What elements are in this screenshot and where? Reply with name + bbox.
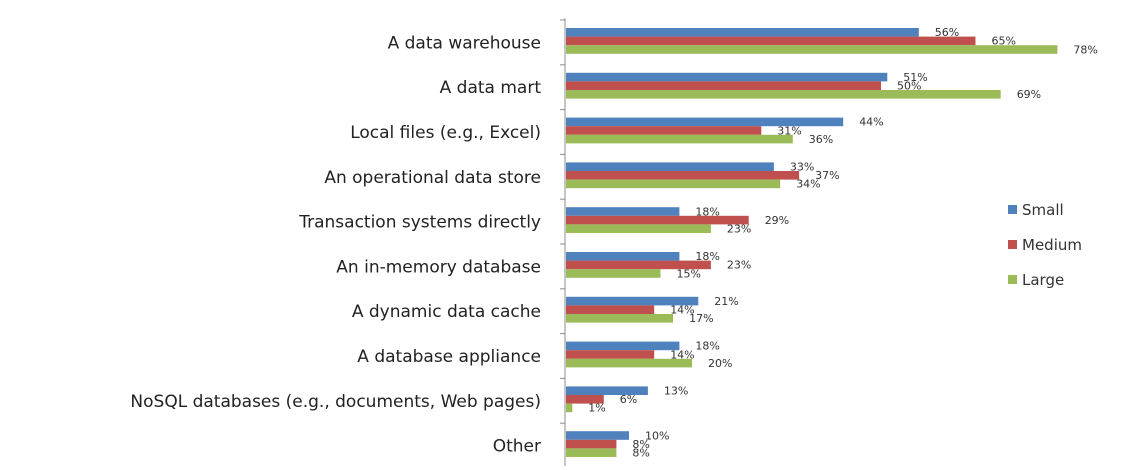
data-label-small: 10% [645, 429, 669, 442]
bar-medium [566, 260, 711, 270]
data-label-large: 23% [727, 223, 751, 236]
data-label-small: 51% [903, 71, 927, 84]
data-label-small: 18% [695, 250, 719, 263]
category-label: A data mart [440, 78, 542, 98]
bar-medium [566, 126, 762, 135]
data-label-large: 78% [1073, 43, 1097, 56]
data-label-large: 36% [809, 133, 833, 146]
bar-large [566, 224, 711, 233]
data-label-large: 15% [677, 267, 701, 280]
data-label-medium: 14% [670, 304, 694, 317]
data-label-small: 13% [664, 385, 688, 398]
data-label-medium: 29% [765, 214, 789, 227]
bar-large [566, 358, 692, 368]
category-label: Transaction systems directly [298, 213, 541, 233]
data-label-large: 34% [796, 178, 820, 191]
bar-large [566, 403, 573, 413]
bar-small [566, 431, 629, 440]
data-label-large: 20% [708, 357, 732, 370]
legend-label-small: Small [1022, 201, 1064, 219]
bar-large [566, 448, 617, 457]
data-label-small: 18% [695, 205, 719, 218]
bar-large [566, 134, 793, 144]
data-label-small: 44% [859, 116, 883, 129]
bar-medium [566, 36, 976, 46]
legend-swatch-medium [1008, 240, 1017, 249]
bar-large [566, 90, 1001, 99]
legend-swatch-large [1008, 275, 1017, 284]
bar-large [566, 179, 781, 189]
bar-small [566, 252, 680, 261]
data-label-medium: 8% [632, 438, 649, 451]
bar-small [566, 72, 888, 82]
bar-small [566, 296, 699, 306]
data-label-medium: 50% [897, 80, 921, 93]
bar-small [566, 28, 919, 37]
bar-medium [566, 439, 617, 449]
data-label-large: 69% [1017, 88, 1041, 101]
data-label-medium: 65% [992, 35, 1016, 48]
data-label-large: 17% [689, 312, 713, 325]
data-label-large: 8% [632, 447, 649, 460]
bar-small [566, 207, 680, 216]
bar-small [566, 386, 648, 395]
category-label: A database appliance [357, 347, 541, 367]
legend-label-large: Large [1022, 271, 1064, 289]
bar-medium [566, 350, 655, 359]
category-label: A data warehouse [388, 33, 541, 53]
bar-small [566, 341, 680, 351]
category-label: Local files (e.g., Excel) [350, 123, 541, 143]
bar-small [566, 162, 774, 171]
bar-small [566, 117, 844, 127]
legend-swatch-small [1008, 205, 1017, 214]
bar-large [566, 269, 661, 278]
category-label: NoSQL databases (e.g., documents, Web pa… [130, 392, 541, 412]
data-label-small: 56% [935, 26, 959, 39]
category-label: Other [493, 437, 541, 457]
bar-medium [566, 395, 604, 404]
data-label-small: 33% [790, 161, 814, 174]
category-label: A dynamic data cache [352, 302, 541, 322]
data-label-small: 18% [695, 340, 719, 353]
bar-medium [566, 81, 881, 90]
data-label-medium: 14% [670, 348, 694, 361]
data-label-medium: 31% [777, 124, 801, 137]
data-label-medium: 37% [815, 169, 839, 182]
data-label-small: 21% [714, 295, 738, 308]
bar-medium [566, 171, 800, 180]
bar-large [566, 45, 1058, 54]
category-label: An operational data store [324, 168, 541, 188]
bar-medium [566, 215, 749, 225]
bar-large [566, 314, 674, 323]
legend-label-medium: Medium [1022, 236, 1082, 254]
bar-medium [566, 305, 655, 314]
data-label-medium: 23% [727, 259, 751, 272]
data-label-large: 1% [588, 402, 605, 415]
data-label-medium: 6% [620, 393, 637, 406]
category-label: An in-memory database [336, 257, 541, 277]
